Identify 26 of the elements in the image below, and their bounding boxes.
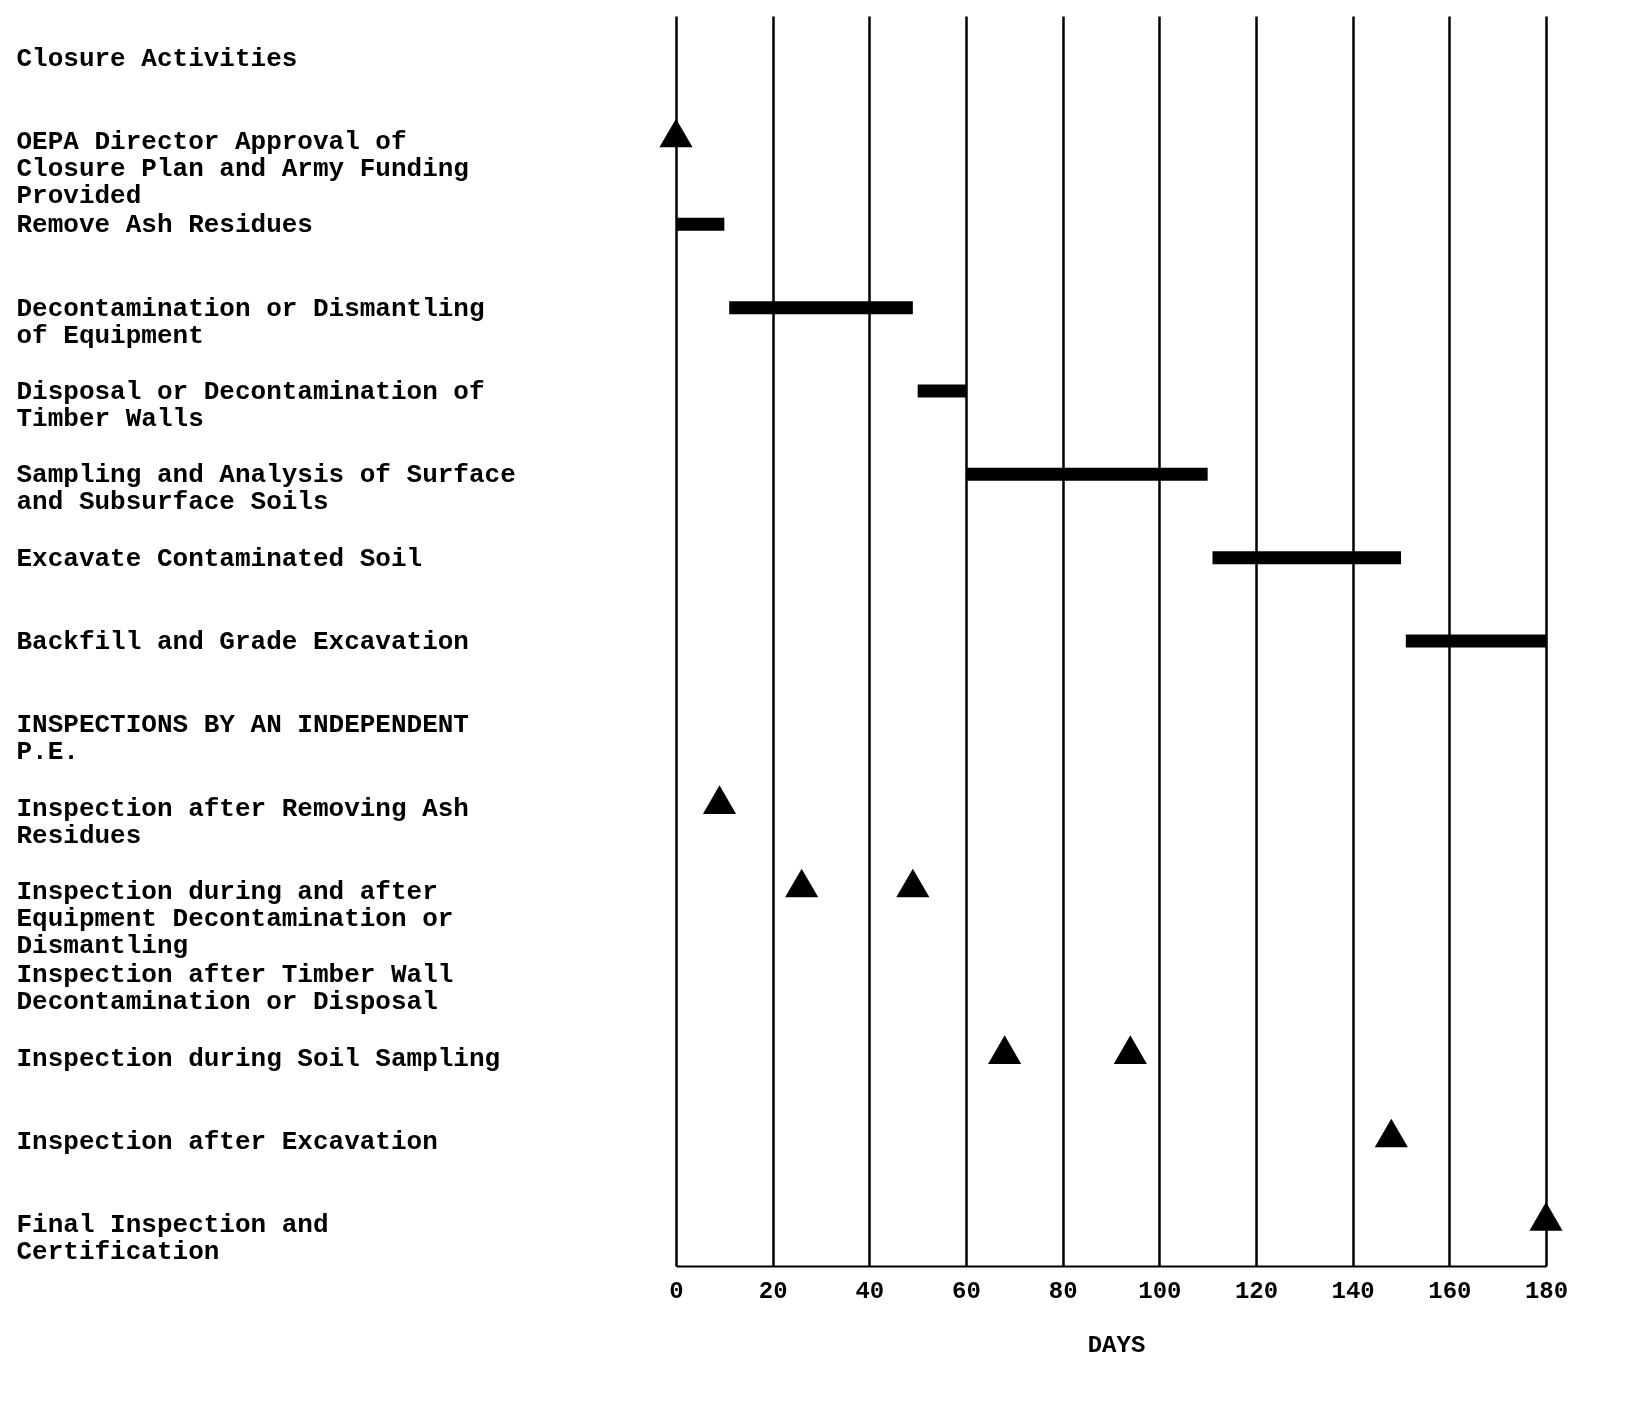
y-tick-label: Decontamination or Dismantling of Equipment	[16, 293, 485, 351]
y-tick-label: Inspection during Soil Sampling	[16, 1043, 501, 1074]
x-tick-label: 100	[1138, 1277, 1182, 1305]
y-tick-label: Disposal or Decontamination of Timber Walls	[16, 377, 485, 434]
x-tick-label: 20	[758, 1277, 788, 1305]
x-tick-label: 60	[952, 1277, 981, 1305]
y-tick-label: Inspection during and after Equipment Decontamination or Dismantling	[16, 877, 454, 961]
y-tick-label: INSPECTIONS BY AN INDEPENDENT P.E.	[16, 710, 469, 768]
y-tick-label: Inspection after Timber Wall Decontamination or Disposal	[16, 960, 454, 1018]
y-tick-label: Inspection after Removing Ash Residues	[16, 793, 469, 851]
x-axis-title: DAYS	[1087, 1331, 1146, 1359]
y-tick-label: Final Inspection and Certification	[16, 1210, 329, 1268]
y-tick-label: Excavate Contaminated Soil	[16, 543, 423, 574]
x-tick-label: 40	[855, 1277, 885, 1305]
y-tick-label: Remove Ash Residues	[16, 210, 313, 241]
x-tick-label: 160	[1428, 1277, 1472, 1305]
y-tick-label: Backfill and Grade Excavation	[16, 627, 469, 657]
x-tick-label: 80	[1048, 1277, 1078, 1305]
x-tick-label: 180	[1524, 1277, 1569, 1305]
x-tick-label: 140	[1331, 1277, 1375, 1305]
y-tick-label: Inspection after Excavation	[16, 1127, 438, 1157]
y-tick-label: OEPA Director Approval of Closure Plan and Army Funding Provided	[16, 127, 469, 211]
y-tick-label: Sampling and Analysis of Surface and Subsurface Soils	[16, 460, 516, 518]
x-tick-label: 0	[669, 1277, 684, 1305]
x-tick-label: 120	[1234, 1277, 1279, 1305]
y-tick-label: Closure Activities	[16, 43, 298, 74]
